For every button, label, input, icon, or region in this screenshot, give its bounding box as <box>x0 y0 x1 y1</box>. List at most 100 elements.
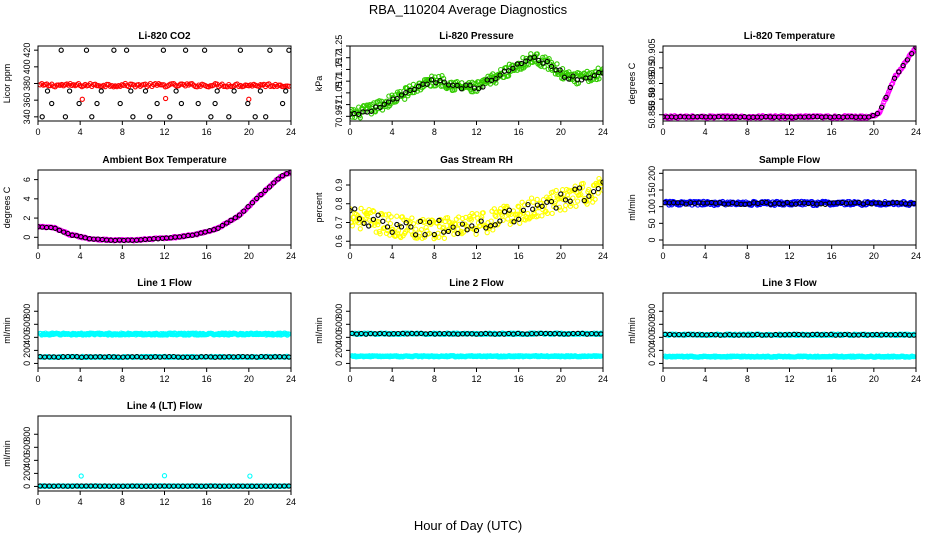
x-tick-label: 24 <box>911 127 921 137</box>
data-point-mean <box>61 229 67 235</box>
data-point-raw <box>586 186 592 193</box>
x-tick-label: 4 <box>703 251 708 261</box>
data-point-raw <box>567 203 574 209</box>
data-point-mean <box>595 185 601 192</box>
y-tick-label: 0 <box>22 235 32 240</box>
y-tick-label: 0 <box>647 237 657 242</box>
y-tick-label: 71.05 <box>334 82 344 105</box>
data-point-raw <box>358 205 364 212</box>
y-tick-label: 200 <box>22 343 32 358</box>
y-tick-label: 50 <box>647 218 657 228</box>
data-point-mean <box>501 209 508 215</box>
data-point-raw <box>889 80 896 86</box>
data-point-mean <box>271 180 277 186</box>
data-point-mean <box>65 230 71 237</box>
y-tick-label: 6 <box>22 177 32 182</box>
y-axis-label: ml/min <box>314 317 324 344</box>
data-point-mean <box>904 57 911 63</box>
panel-2: Li-820 Pressure kPa 0 4 8 12 16 20 24 70.957171.0… <box>314 31 608 137</box>
data-point-raw <box>491 206 497 212</box>
data-point-samples <box>279 100 286 107</box>
data-point-raw <box>370 208 376 214</box>
data-point-raw <box>383 212 389 218</box>
data-point-samples <box>257 88 264 94</box>
data-point-raw <box>418 227 425 233</box>
data-point-raw <box>540 197 547 203</box>
data-point-mean <box>350 208 353 214</box>
data-point-mean <box>211 227 217 233</box>
y-tick-label: 200 <box>647 343 657 358</box>
data-point-raw <box>413 226 419 232</box>
data-point-mean <box>431 231 437 238</box>
y-tick-label: 400 <box>334 330 344 345</box>
data-point-samples <box>39 114 45 120</box>
data-point-mean <box>370 216 377 223</box>
plot-frame <box>37 415 292 492</box>
data-point-samples <box>231 88 237 94</box>
data-point-raw <box>878 107 884 113</box>
data-point-raw <box>505 73 512 79</box>
plot-frame <box>662 169 917 246</box>
data-point-raw <box>395 228 402 234</box>
y-tick-label: 380 <box>22 76 32 91</box>
data-point-mean <box>478 218 484 224</box>
data-point-mean <box>445 228 452 235</box>
data-point-mean <box>411 86 417 93</box>
data-point-samples <box>286 47 291 53</box>
data-point-mean <box>441 229 447 235</box>
data-point-mean <box>572 186 578 192</box>
data-point-raw <box>402 96 408 102</box>
y-tick-label: 600 <box>22 317 32 332</box>
data-point-raw <box>541 203 547 209</box>
data-point-raw <box>384 227 390 234</box>
data-point-raw <box>556 204 563 210</box>
data-point-mean <box>356 216 363 222</box>
y-tick-label: 50.905 <box>647 38 657 66</box>
data-point-mean <box>241 208 247 214</box>
x-tick-label: 0 <box>347 374 352 384</box>
x-tick-label: 20 <box>556 374 566 384</box>
y-tick-label: 71.15 <box>334 58 344 81</box>
data-point-samples <box>226 114 232 120</box>
y-tick-label: 0.7 <box>334 216 344 229</box>
data-point-raw <box>578 191 584 198</box>
data-point-mean <box>467 82 473 88</box>
data-point-raw <box>514 211 520 217</box>
data-point-mean <box>398 224 405 230</box>
x-tick-label: 24 <box>598 374 608 384</box>
data-point-raw <box>441 235 448 241</box>
data-point-samples <box>76 100 82 107</box>
x-tick-label: 20 <box>869 251 879 261</box>
x-tick-label: 0 <box>35 251 40 261</box>
data-point-mean <box>455 230 461 237</box>
data-point-samples <box>98 88 104 94</box>
data-point-mean <box>570 73 576 79</box>
data-point-samples <box>44 88 51 94</box>
data-point-samples <box>237 47 244 53</box>
x-tick-label: 20 <box>869 374 879 384</box>
data-point-mean <box>506 207 512 213</box>
data-point-samples <box>117 100 123 107</box>
data-point-mean <box>763 199 769 206</box>
data-point-raw <box>525 62 532 68</box>
data-point-raw <box>456 221 463 227</box>
data-point-raw <box>357 226 363 232</box>
data-point-raw <box>595 190 601 196</box>
data-point-raw <box>421 234 428 240</box>
data-point-mean <box>352 206 358 212</box>
y-tick-label: 600 <box>22 440 32 455</box>
data-point-mean <box>544 199 550 205</box>
y-tick-label: 360 <box>22 93 32 108</box>
data-point-samples <box>89 114 95 120</box>
y-tick-label: 0 <box>647 361 657 366</box>
data-point-mean <box>403 90 409 96</box>
data-point-mean <box>540 60 546 66</box>
panel-title: Line 4 (LT) Flow <box>127 401 203 412</box>
data-point-raw <box>520 55 526 61</box>
data-point-raw <box>540 54 546 61</box>
x-tick-label: 20 <box>556 127 566 137</box>
data-point-mean <box>576 185 583 191</box>
data-point-mean <box>493 76 499 82</box>
data-point-samples <box>167 114 173 120</box>
data-point-mean <box>900 62 906 69</box>
